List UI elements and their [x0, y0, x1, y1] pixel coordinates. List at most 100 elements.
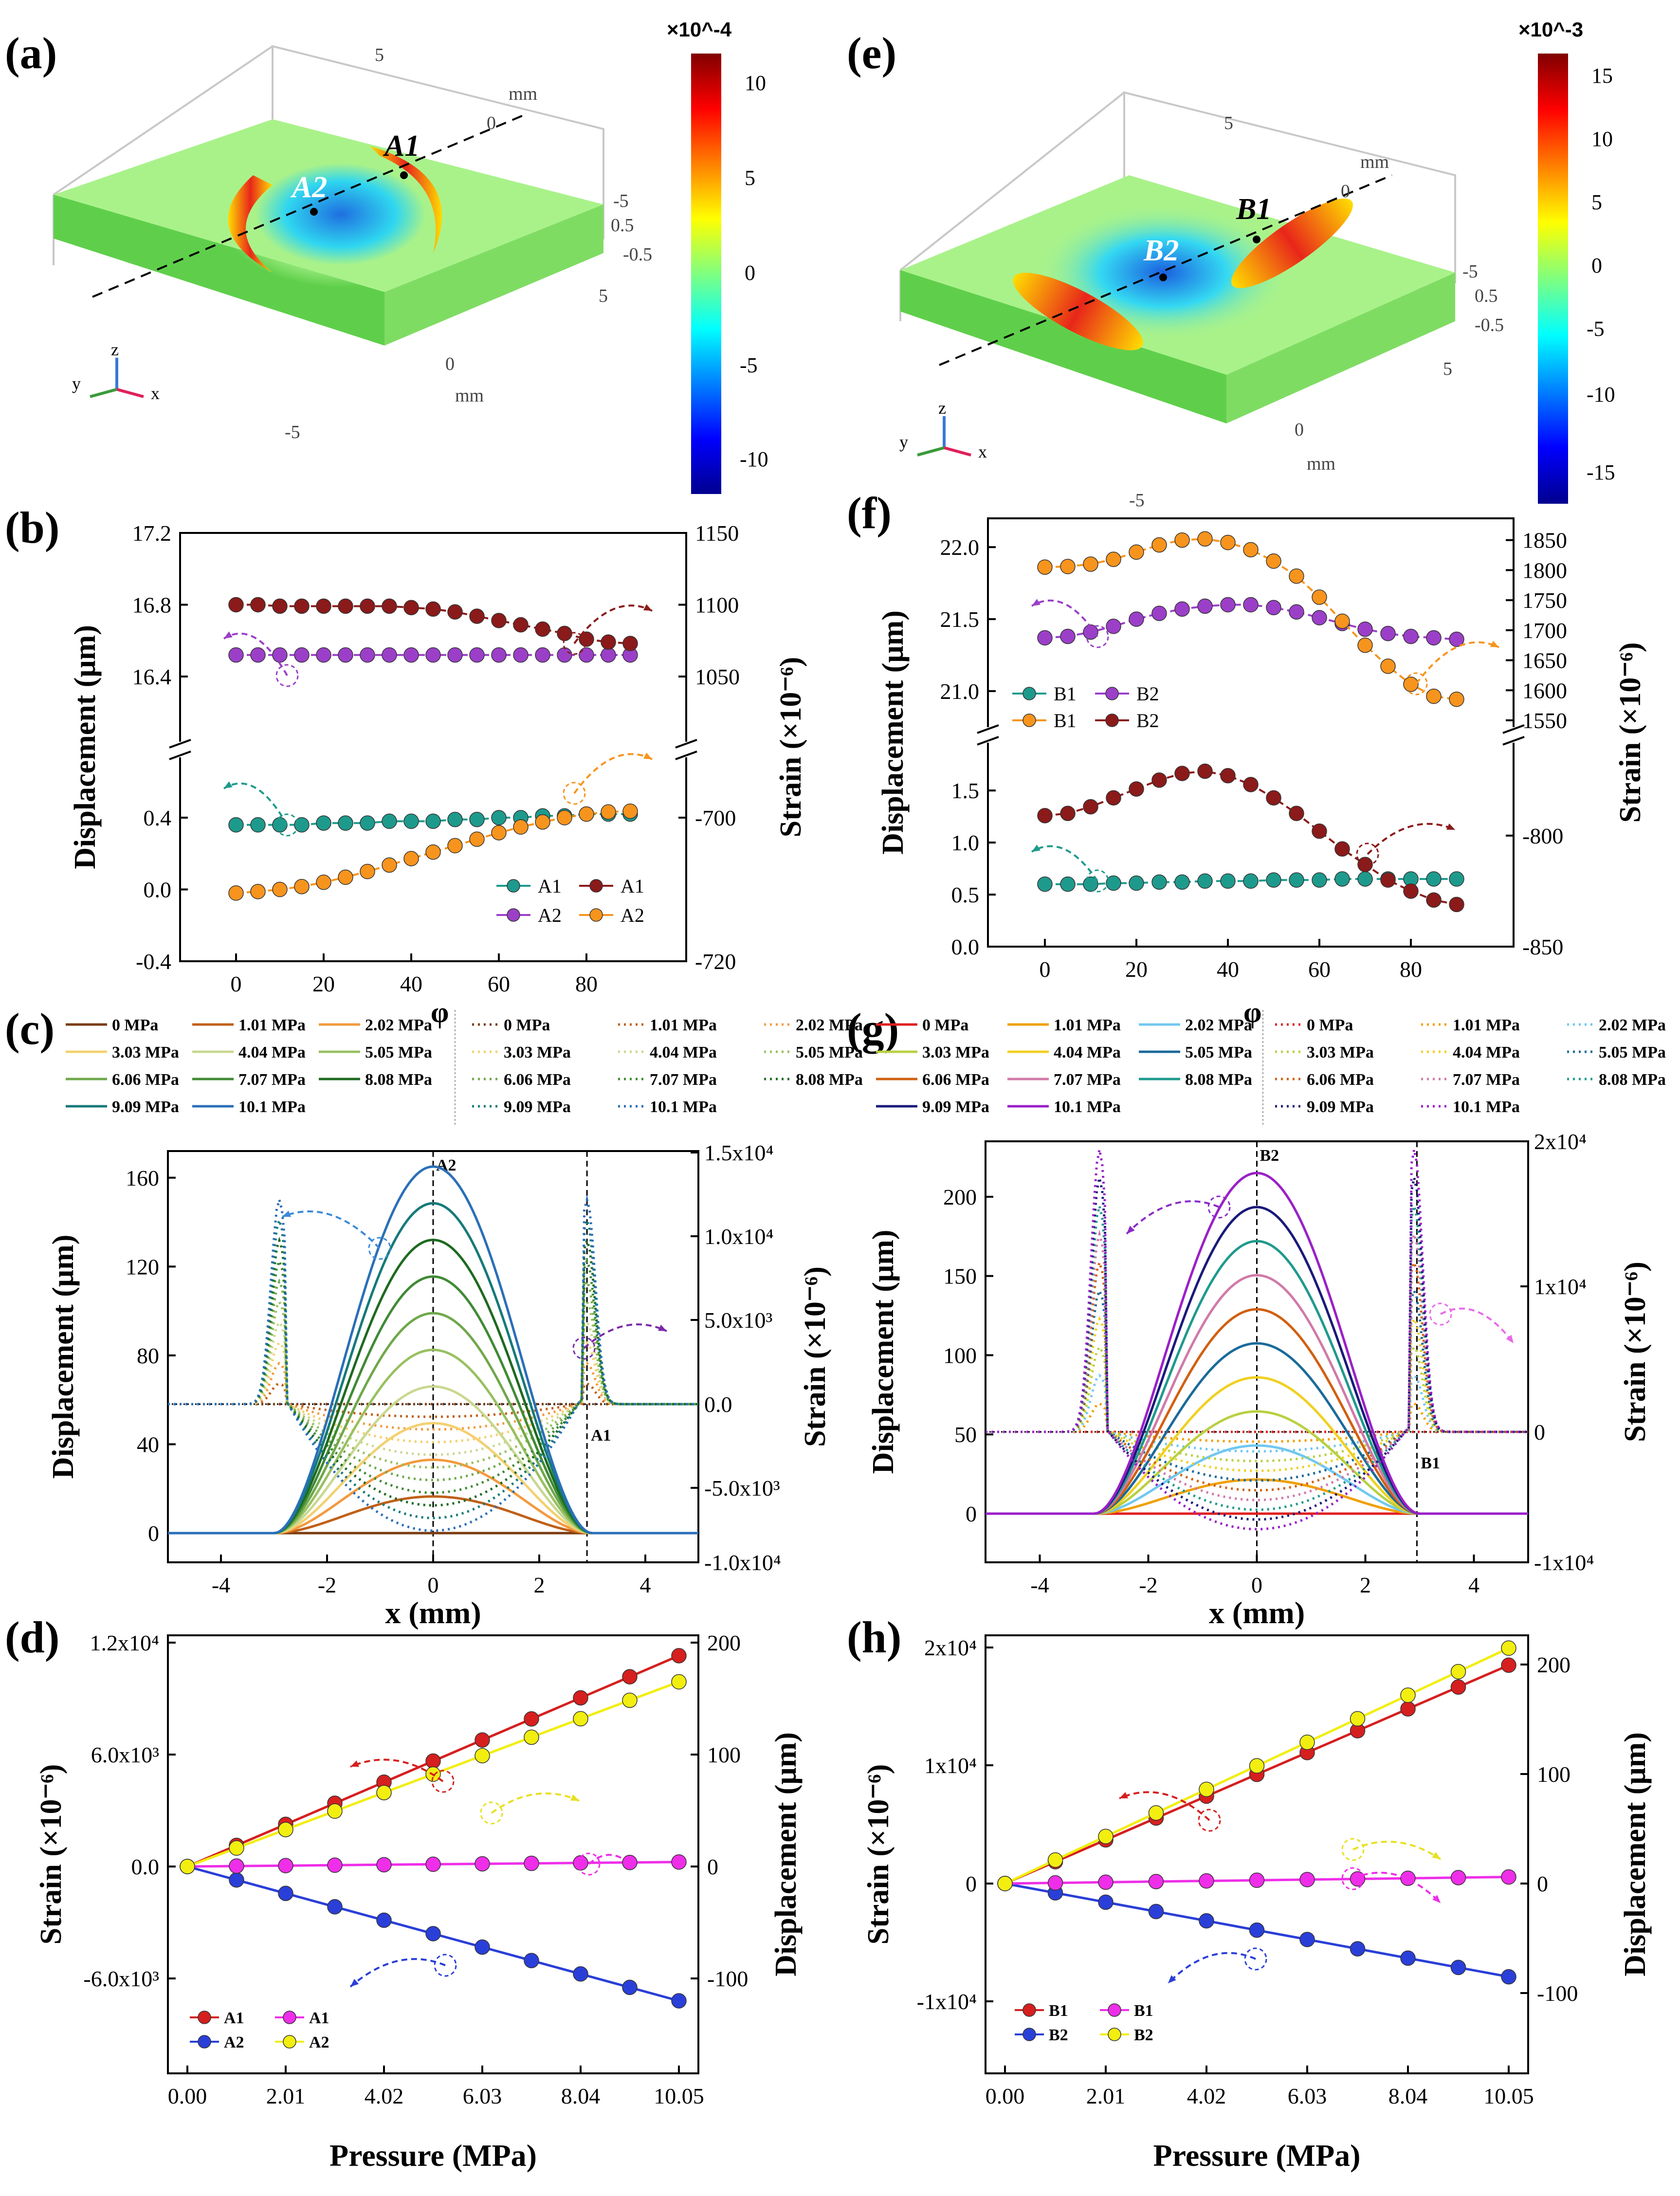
- data-point: [573, 1711, 588, 1727]
- data-point: [573, 1690, 588, 1706]
- legend-label: 5.05 MPa: [365, 1043, 432, 1061]
- arrow-head: [643, 752, 652, 759]
- colorbar-tick: 15: [1591, 64, 1613, 88]
- tick-label: 200: [943, 1185, 977, 1209]
- section-line: [939, 174, 1392, 366]
- x-axis-label: x (mm): [1209, 1595, 1305, 1630]
- arrow-head: [1168, 1975, 1176, 1983]
- tick-label: 1650: [1522, 648, 1567, 673]
- legend-label: 3.03 MPa: [922, 1043, 989, 1061]
- colorbar-tick: 5: [745, 166, 755, 190]
- data-point: [1357, 857, 1373, 872]
- data-point: [250, 597, 266, 613]
- data-point: [671, 1648, 687, 1664]
- data-point: [250, 884, 266, 899]
- data-point: [1312, 589, 1327, 605]
- data-point: [294, 598, 310, 614]
- arrow-origin: [1198, 1809, 1221, 1832]
- legend-label: A1: [538, 875, 562, 897]
- tick-label: 120: [126, 1254, 159, 1279]
- data-point: [1249, 1922, 1265, 1938]
- data-point: [557, 647, 572, 663]
- tick-z2: -0.5: [1475, 315, 1504, 335]
- legend-label: 6.06 MPa: [504, 1071, 571, 1089]
- data-point: [1400, 1687, 1416, 1703]
- tick-label: -800: [1522, 824, 1563, 848]
- data-point: [283, 2011, 296, 2024]
- tick-label: 2: [534, 1573, 545, 1597]
- data-point: [1037, 876, 1053, 892]
- tick-label: 10.05: [1483, 2084, 1534, 2108]
- svg-text:z: z: [938, 398, 946, 418]
- data-point: [1243, 542, 1259, 558]
- tick-label: 0: [1251, 1573, 1262, 1597]
- series-arrow: [1031, 599, 1098, 638]
- data-point: [1197, 531, 1213, 547]
- legend-label: 6.06 MPa: [922, 1071, 989, 1089]
- colorbar-tick: 0: [745, 261, 755, 285]
- chart-h: (h) 0.00 2.01 4.02 6.03 8.04 10.05 2x10⁴ 1x10⁴ 0 -…: [847, 1612, 1652, 2173]
- tick-x-mid: 0: [445, 354, 455, 374]
- data-point: [573, 1855, 588, 1871]
- tick-label: -700: [695, 805, 736, 830]
- data-point: [376, 1912, 392, 1928]
- data-point: [1023, 687, 1036, 700]
- arrow-origin: [1356, 842, 1379, 866]
- data-point: [1299, 1932, 1315, 1947]
- colorbar-tick: -10: [1587, 383, 1615, 406]
- series-line: [986, 1206, 1528, 1511]
- data-point: [1403, 628, 1419, 644]
- data-point: [579, 647, 594, 663]
- tick-label: 0: [1537, 1871, 1548, 1896]
- tick-label: 0: [966, 1871, 977, 1896]
- tick-label: -850: [1522, 934, 1563, 959]
- legend-label: 5.05 MPa: [1599, 1043, 1666, 1061]
- data-point: [1220, 873, 1236, 889]
- data-point: [425, 601, 441, 617]
- data-point: [1098, 1874, 1114, 1890]
- data-point: [524, 1953, 539, 1968]
- data-point: [1083, 556, 1098, 572]
- tick-label: 1700: [1522, 618, 1567, 643]
- data-point: [524, 1729, 539, 1745]
- tick-label: 4.02: [1187, 2084, 1226, 2108]
- data-point: [1266, 872, 1281, 888]
- data-point: [1174, 532, 1190, 548]
- data-point: [1357, 637, 1373, 653]
- tick-label: 1.5x10⁴: [704, 1140, 774, 1165]
- data-point: [1380, 659, 1396, 674]
- data-point: [579, 631, 594, 647]
- legend-label: 9.09 MPa: [504, 1098, 571, 1116]
- arrow-origin: [1341, 1838, 1365, 1861]
- data-point: [447, 838, 463, 854]
- arrow-origin: [480, 1801, 503, 1825]
- label-B1: B1: [1236, 193, 1271, 226]
- tick-label: 4: [640, 1573, 651, 1597]
- data-point: [491, 825, 507, 841]
- data-point: [1148, 1874, 1164, 1889]
- data-point: [1129, 781, 1144, 797]
- data-point: [229, 1872, 244, 1888]
- data-point: [250, 647, 266, 663]
- tick-x-mid: 0: [1295, 420, 1304, 440]
- legend-label: 3.03 MPa: [1307, 1043, 1374, 1061]
- data-point: [338, 869, 353, 885]
- tick-label: 1x10⁴: [924, 1753, 977, 1778]
- data-point: [1380, 625, 1396, 641]
- y-axis-label-right: Strain (×10⁻⁶): [1619, 1262, 1652, 1442]
- x-axis-label: Pressure (MPa): [329, 2138, 537, 2173]
- plot-frame: [985, 1634, 1529, 2074]
- data-point: [1249, 1872, 1265, 1888]
- data-point: [1501, 1869, 1516, 1885]
- series-arrow: [573, 604, 653, 644]
- data-point: [1350, 1941, 1366, 1957]
- legend-label: 6.06 MPa: [112, 1071, 179, 1089]
- chart-g: (g) 0 MPa 0 MPa 1.01 MPa 1.01 MPa 2.02 MPa 2.0…: [847, 1004, 1666, 1630]
- data-point: [1312, 872, 1327, 888]
- data-point: [1266, 600, 1281, 616]
- legend-label: 4.04 MPa: [1054, 1043, 1121, 1061]
- legend-label: 7.07 MPa: [1054, 1071, 1121, 1089]
- chart-f: (f) 0 20 40 60 80 22.0 21.5 21.0 1.5 1.0 0.5 0.0 1850…: [847, 488, 1647, 982]
- data-point: [338, 647, 353, 663]
- tick-label: 0: [966, 1501, 977, 1526]
